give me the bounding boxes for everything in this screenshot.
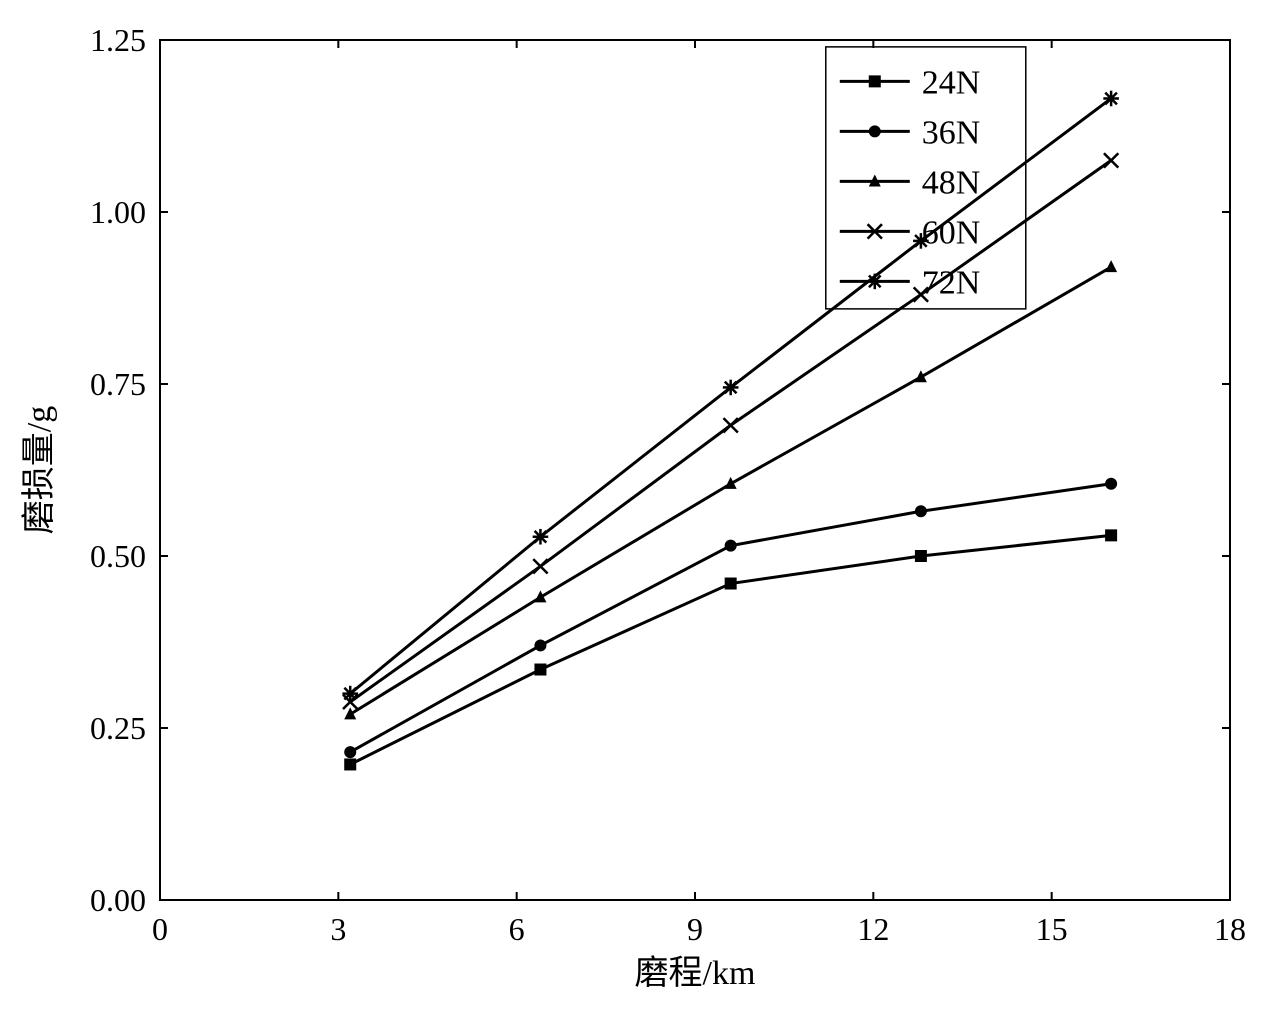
y-tick-label: 0.00 — [90, 882, 146, 918]
legend-label: 60N — [922, 214, 981, 251]
y-tick-label: 0.25 — [90, 710, 146, 746]
legend-label: 36N — [922, 114, 981, 151]
x-tick-label: 12 — [857, 911, 889, 947]
y-tick-label: 1.00 — [90, 194, 146, 230]
x-tick-label: 9 — [687, 911, 703, 947]
legend-label: 72N — [922, 264, 981, 301]
x-tick-label: 15 — [1036, 911, 1068, 947]
y-tick-label: 0.50 — [90, 538, 146, 574]
x-tick-label: 0 — [152, 911, 168, 947]
y-tick-label: 1.25 — [90, 22, 146, 58]
y-tick-label: 0.75 — [90, 366, 146, 402]
y-axis-label: 磨损量/g — [20, 406, 58, 534]
x-tick-label: 18 — [1214, 911, 1246, 947]
x-tick-label: 3 — [330, 911, 346, 947]
x-tick-label: 6 — [509, 911, 525, 947]
legend-label: 24N — [922, 64, 981, 101]
line-chart: 0 3 6 9 12 15 18 0.00 0.25 0.50 0.75 1.00 1.25 磨程/km 磨… — [0, 0, 1274, 1026]
legend-label: 48N — [922, 164, 981, 201]
x-axis-label: 磨程/km — [635, 955, 756, 992]
